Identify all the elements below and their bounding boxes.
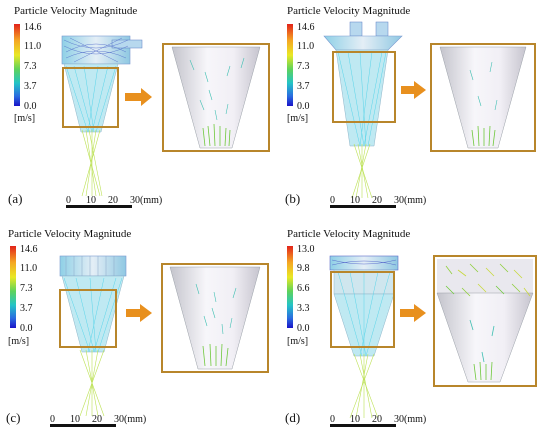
zoom-particles-bottom bbox=[473, 361, 493, 381]
scalebar-tick: 30(mm) bbox=[394, 195, 426, 206]
colorbar-tick: 14.6 bbox=[297, 22, 315, 33]
colorbar-tick: 14.6 bbox=[24, 22, 42, 33]
zoom-particles-bottom bbox=[471, 125, 496, 147]
colorbar-unit: [m/s] bbox=[14, 113, 35, 124]
colorbar-tick: 14.6 bbox=[20, 244, 38, 255]
zoom-cone bbox=[439, 46, 527, 149]
colorbar-title: Particle Velocity Magnitude bbox=[287, 5, 410, 17]
particle-streaks bbox=[337, 51, 387, 147]
scalebar: 0 10 20 30(mm) bbox=[66, 195, 162, 208]
scalebar-tick: 30(mm) bbox=[114, 414, 146, 425]
colorbar-tick: 7.3 bbox=[24, 61, 37, 72]
particle-streaks bbox=[65, 65, 117, 133]
zoom-cone bbox=[171, 46, 261, 149]
colorbar-title: Particle Velocity Magnitude bbox=[287, 228, 410, 240]
zoom-particles bbox=[195, 283, 237, 335]
colorbar-tick: 11.0 bbox=[20, 263, 37, 274]
particle-jet bbox=[351, 143, 373, 199]
highlight-box bbox=[59, 289, 117, 348]
nozzle-swirl-lines bbox=[65, 256, 115, 276]
zoom-particles bbox=[469, 61, 498, 111]
panel-label: (a) bbox=[8, 191, 22, 206]
colorbar-tick: 0.0 bbox=[20, 323, 33, 334]
colorbar-tick: 9.8 bbox=[297, 263, 310, 274]
colorbar-tick: 7.3 bbox=[20, 283, 33, 294]
zoom-chamber bbox=[437, 259, 533, 293]
colorbar-tick: 13.0 bbox=[297, 244, 315, 255]
particle-jet bbox=[349, 353, 379, 419]
scalebar-tick: 0 bbox=[330, 414, 335, 425]
zoom-arrow bbox=[125, 88, 152, 106]
scalebar: 0 10 20 30(mm) bbox=[330, 195, 426, 208]
panel-label: (d) bbox=[285, 410, 300, 425]
panel-d: Particle Velocity Magnitude 13.0 9.8 6.6… bbox=[285, 228, 537, 427]
colorbar-title: Particle Velocity Magnitude bbox=[14, 5, 137, 17]
colorbar bbox=[287, 24, 293, 106]
scalebar-tick: 30(mm) bbox=[130, 195, 162, 206]
panel-b: Particle Velocity Magnitude 14.6 11.0 7.… bbox=[285, 5, 536, 208]
nozzle-swirl-lines bbox=[63, 37, 129, 63]
scalebar: 0 10 20 30(mm) bbox=[50, 414, 146, 427]
nozzle-swirl-lines bbox=[331, 259, 397, 266]
scalebar-tick: 10 bbox=[350, 195, 360, 206]
colorbar-tick: 3.7 bbox=[20, 303, 33, 314]
colorbar-tick: 3.7 bbox=[297, 81, 310, 92]
nozzle-cone bbox=[63, 63, 119, 133]
colorbar bbox=[14, 24, 20, 106]
scalebar-tick: 20 bbox=[372, 195, 382, 206]
particle-jet bbox=[81, 129, 103, 197]
colorbar-tick: 7.3 bbox=[297, 61, 310, 72]
scalebar-tick: 20 bbox=[108, 195, 118, 206]
highlight-box bbox=[332, 51, 396, 123]
colorbar-tick: 0.0 bbox=[297, 323, 310, 334]
colorbar-tick: 11.0 bbox=[297, 41, 314, 52]
nozzle-inlet-pipe bbox=[349, 21, 363, 37]
zoom-arrow bbox=[400, 304, 426, 322]
scalebar-tick: 20 bbox=[92, 414, 102, 425]
zoom-cone bbox=[436, 292, 534, 383]
colorbar-tick: 0.0 bbox=[297, 101, 310, 112]
colorbar-tick: 3.7 bbox=[24, 81, 37, 92]
nozzle-inlet-pipe bbox=[375, 21, 389, 37]
scalebar-tick: 10 bbox=[86, 195, 96, 206]
nozzle-side-pipe bbox=[111, 39, 143, 49]
zoom-particles-bottom bbox=[202, 123, 231, 147]
scalebar-tick: 30(mm) bbox=[394, 414, 426, 425]
panel-a: Particle Velocity Magnitude 14.6 11.0 7.… bbox=[8, 5, 270, 208]
zoom-particles-bottom bbox=[202, 343, 229, 367]
scalebar-tick: 0 bbox=[66, 195, 71, 206]
zoom-arrow bbox=[401, 81, 426, 99]
scalebar-tick: 20 bbox=[372, 414, 382, 425]
nozzle-inlet bbox=[323, 35, 403, 51]
particle-jet bbox=[79, 349, 105, 417]
colorbar bbox=[10, 246, 16, 328]
colorbar-title: Particle Velocity Magnitude bbox=[8, 228, 131, 240]
panel-label: (b) bbox=[285, 191, 300, 206]
scalebar-tick: 10 bbox=[70, 414, 80, 425]
highlight-box bbox=[62, 67, 119, 128]
nozzle-inlet bbox=[59, 255, 127, 277]
colorbar bbox=[287, 246, 293, 328]
zoom-arrow bbox=[126, 304, 152, 322]
scalebar-tick: 10 bbox=[350, 414, 360, 425]
colorbar-unit: [m/s] bbox=[287, 336, 308, 347]
scalebar-tick: 0 bbox=[330, 195, 335, 206]
colorbar-tick: 0.0 bbox=[24, 101, 37, 112]
highlight-box bbox=[330, 271, 395, 348]
colorbar-unit: [m/s] bbox=[8, 336, 29, 347]
colorbar-tick: 6.6 bbox=[297, 283, 310, 294]
panel-c: Particle Velocity Magnitude 14.6 11.0 7.… bbox=[6, 228, 269, 427]
zoom-particles bbox=[445, 263, 531, 363]
colorbar-tick: 11.0 bbox=[24, 41, 41, 52]
scalebar-tick: 0 bbox=[50, 414, 55, 425]
particle-streaks bbox=[337, 271, 391, 357]
colorbar-tick: 3.3 bbox=[297, 303, 310, 314]
scalebar: 0 10 20 30(mm) bbox=[330, 414, 426, 427]
zoom-particles bbox=[189, 57, 245, 121]
colorbar-unit: [m/s] bbox=[287, 113, 308, 124]
panel-label: (c) bbox=[6, 410, 20, 425]
